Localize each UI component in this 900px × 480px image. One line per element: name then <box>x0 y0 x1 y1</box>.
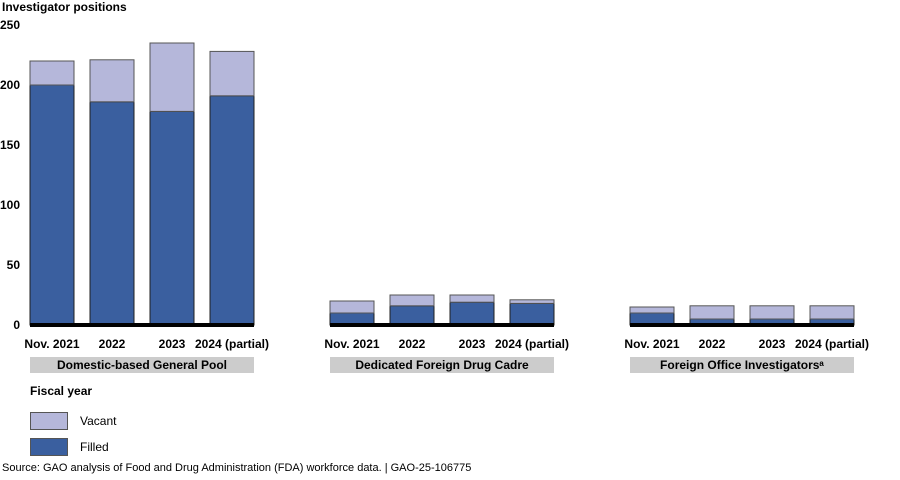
bar-filled-1-3 <box>509 302 555 326</box>
y-axis-title: Investigator positions <box>2 0 127 14</box>
group-label-0: Domestic-based General Pool <box>57 358 227 372</box>
x-tick-label-1-2: 2023 <box>459 337 486 351</box>
bar-vacant-1-2 <box>449 294 495 303</box>
legend-title: Fiscal year <box>30 384 93 398</box>
bar-vacant-0-2 <box>149 42 195 112</box>
y-tick-label-50: 50 <box>7 258 21 272</box>
y-tick-label-0: 0 <box>13 318 20 332</box>
group-band-1 <box>330 357 554 373</box>
x-tick-label-1-0: Nov. 2021 <box>324 337 379 351</box>
y-tick-label-250: 250 <box>0 18 20 32</box>
x-tick-label-2-2: 2023 <box>759 337 786 351</box>
x-axis-baseline-2 <box>630 323 854 327</box>
x-tick-label-0-3: 2024 (partial) <box>195 337 269 351</box>
x-tick-label-0-2: 2023 <box>159 337 186 351</box>
group-label-1: Dedicated Foreign Drug Cadre <box>355 358 529 372</box>
bar-vacant-2-3 <box>809 305 855 320</box>
source-note: Source: GAO analysis of Food and Drug Ad… <box>2 462 472 474</box>
bar-filled-0-1 <box>89 101 135 326</box>
x-tick-label-0-0: Nov. 2021 <box>24 337 79 351</box>
bar-vacant-0-0 <box>29 60 75 86</box>
x-tick-label-2-1: 2022 <box>699 337 726 351</box>
bar-filled-1-1 <box>389 305 435 326</box>
x-tick-label-2-0: Nov. 2021 <box>624 337 679 351</box>
x-axis-baseline-0 <box>30 323 254 327</box>
legend-item-vacant: Vacant <box>30 412 116 430</box>
y-tick-label-100: 100 <box>0 198 20 212</box>
bar-vacant-2-1 <box>689 305 735 320</box>
x-axis-baseline-1 <box>330 323 554 327</box>
legend-label-vacant: Vacant <box>80 414 117 428</box>
bar-vacant-1-3 <box>509 299 555 304</box>
bar-filled-1-2 <box>449 301 495 326</box>
legend-label-filled: Filled <box>80 440 109 454</box>
legend-swatch-filled <box>30 438 68 456</box>
bar-vacant-2-0 <box>629 306 675 314</box>
bar-vacant-1-0 <box>329 300 375 314</box>
group-label-2: Foreign Office Investigatorsᵃ <box>660 358 824 372</box>
y-tick-label-150: 150 <box>0 138 20 152</box>
group-band-2 <box>630 357 854 373</box>
group-band-0 <box>30 357 254 373</box>
x-tick-label-1-3: 2024 (partial) <box>495 337 569 351</box>
y-tick-label-200: 200 <box>0 78 20 92</box>
x-tick-label-0-1: 2022 <box>99 337 126 351</box>
bar-filled-0-0 <box>29 84 75 326</box>
bar-vacant-1-1 <box>389 294 435 307</box>
legend-swatch-vacant <box>30 412 68 430</box>
legend-item-filled: Filled <box>30 438 109 456</box>
bar-vacant-0-1 <box>89 59 135 103</box>
bar-filled-0-3 <box>209 95 255 326</box>
bar-filled-0-2 <box>149 110 195 326</box>
bar-vacant-2-2 <box>749 305 795 320</box>
x-tick-label-1-1: 2022 <box>399 337 426 351</box>
bar-vacant-0-3 <box>209 50 255 97</box>
x-tick-label-2-3: 2024 (partial) <box>795 337 869 351</box>
